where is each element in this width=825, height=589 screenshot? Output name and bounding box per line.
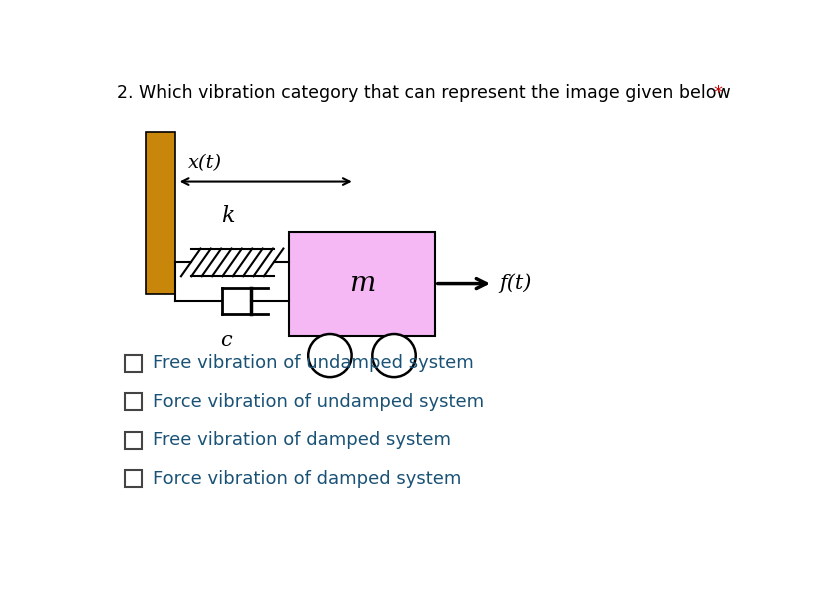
Circle shape — [309, 334, 351, 377]
Bar — [125, 470, 142, 487]
Bar — [125, 355, 142, 372]
Bar — [289, 231, 435, 336]
Bar — [125, 393, 142, 411]
Text: k: k — [222, 205, 235, 227]
Text: c: c — [219, 331, 232, 350]
Bar — [125, 432, 142, 449]
Text: Force vibration of damped system: Force vibration of damped system — [153, 470, 461, 488]
Text: x(t): x(t) — [188, 154, 223, 173]
Text: *: * — [714, 84, 723, 102]
Bar — [146, 131, 175, 294]
Text: Free vibration of damped system: Free vibration of damped system — [153, 431, 450, 449]
Text: Free vibration of undamped system: Free vibration of undamped system — [153, 354, 474, 372]
Text: f(t): f(t) — [499, 274, 531, 293]
Text: Force vibration of undamped system: Force vibration of undamped system — [153, 393, 483, 411]
Circle shape — [372, 334, 416, 377]
Text: m: m — [349, 270, 375, 297]
Text: 2. Which vibration category that can represent the image given below: 2. Which vibration category that can rep… — [117, 84, 731, 102]
